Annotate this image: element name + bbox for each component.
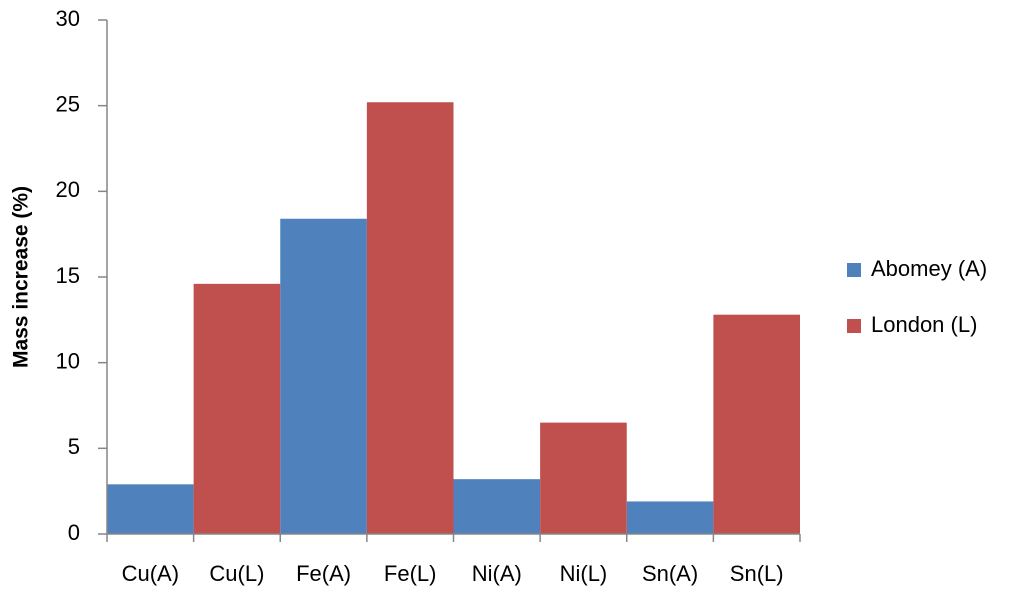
x-tick-label: Fe(A) (296, 561, 351, 586)
bar (453, 479, 541, 534)
bar (107, 484, 194, 534)
legend-label: Abomey (A) (871, 256, 987, 281)
bar (713, 314, 800, 534)
x-tick-label: Sn(A) (642, 561, 698, 586)
y-tick-label: 20 (56, 177, 80, 202)
legend-swatch (847, 319, 861, 333)
bar (193, 283, 281, 534)
x-tick-label: Ni(L) (560, 561, 608, 586)
x-tick-label: Ni(A) (472, 561, 522, 586)
bar (626, 501, 714, 534)
y-tick-label: 25 (56, 91, 80, 116)
legend-label: London (L) (871, 312, 977, 337)
legend-swatch (847, 263, 861, 277)
x-tick-label: Cu(L) (209, 561, 264, 586)
y-tick-label: 10 (56, 348, 80, 373)
y-axis-label: Mass increase (%) (10, 186, 33, 368)
y-tick-label: 5 (68, 434, 80, 459)
y-tick-label: 0 (68, 520, 80, 545)
bar (366, 102, 454, 535)
x-tick-label: Sn(L) (730, 561, 784, 586)
y-tick-label: 15 (56, 263, 80, 288)
y-tick-label: 30 (56, 6, 80, 31)
x-tick-label: Fe(L) (384, 561, 437, 586)
x-tick-label: Cu(A) (122, 561, 179, 586)
bar (280, 218, 367, 534)
bar (540, 422, 627, 534)
